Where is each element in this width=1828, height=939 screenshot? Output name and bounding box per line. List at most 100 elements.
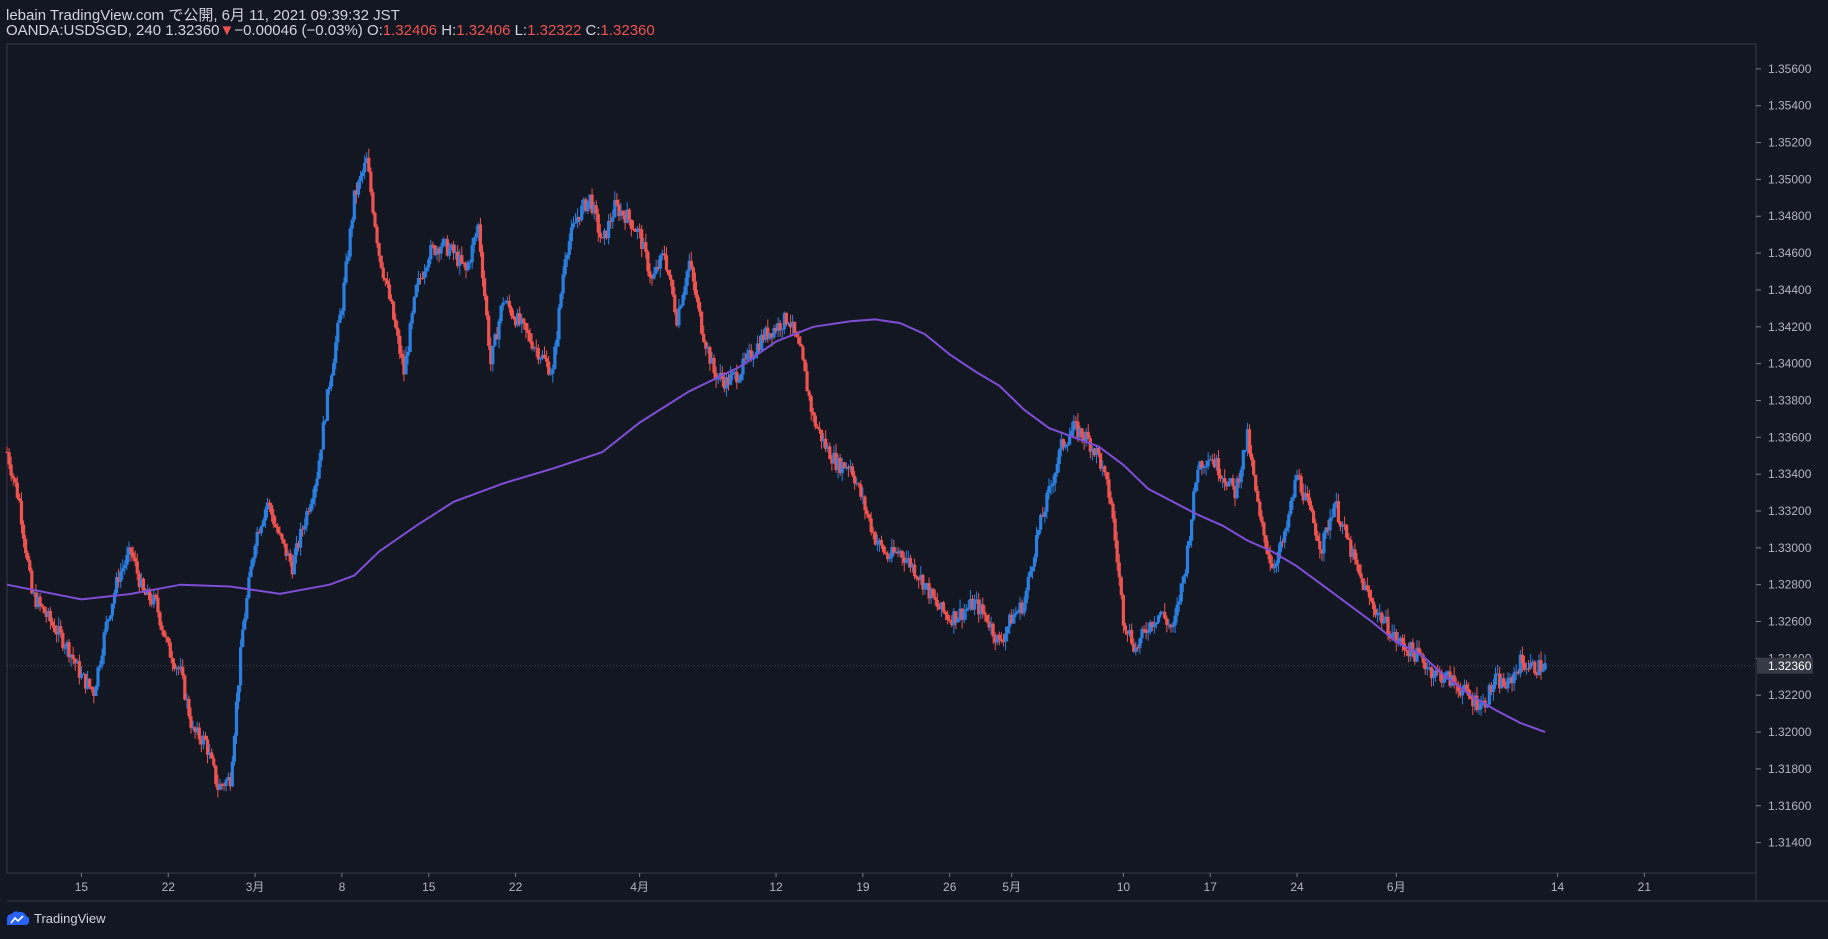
candle-body: [526, 330, 530, 334]
candle-body: [983, 612, 987, 615]
candle-body: [143, 590, 148, 595]
price-tick-label: 1.35200: [1768, 136, 1812, 150]
candle-body: [135, 561, 139, 574]
candle-body: [867, 514, 871, 519]
candle-body: [232, 735, 237, 762]
candle-body: [160, 625, 164, 631]
candle-body: [1179, 583, 1183, 602]
symbol-name[interactable]: OANDA:USDSGD: [6, 22, 128, 39]
candle-body: [948, 619, 952, 622]
candle-body: [879, 540, 884, 546]
candle-body: [55, 632, 59, 635]
candle-body: [210, 752, 214, 759]
candle-body: [538, 358, 542, 360]
candle-body: [1365, 585, 1369, 591]
candle-body: [1084, 431, 1088, 441]
candle-body: [214, 765, 218, 784]
candle-body: [497, 321, 501, 340]
candle-body: [863, 496, 867, 511]
time-tick-label: 21: [1638, 880, 1652, 894]
time-tick-label: 26: [943, 880, 957, 894]
candle-body: [507, 300, 511, 308]
candle-body: [1473, 695, 1477, 707]
candle-body: [1314, 523, 1318, 536]
candle-body: [303, 525, 307, 530]
price-tick-label: 1.31400: [1768, 836, 1812, 850]
candle-body: [1303, 493, 1307, 501]
candle-body: [822, 438, 826, 442]
candle-body: [1053, 473, 1057, 484]
candle-body: [987, 621, 991, 628]
candle-body: [925, 583, 929, 585]
candle-body: [1173, 615, 1177, 626]
candle-body: [1376, 613, 1380, 616]
candle-body: [1130, 630, 1134, 644]
candle-body: [917, 578, 921, 580]
price-axis[interactable]: 1.35600 1.35400 1.35200 1.35000 1.34800 1.346…: [1756, 62, 1813, 850]
candle-body: [1154, 622, 1159, 625]
candle-body: [404, 355, 408, 375]
candle-body: [352, 190, 356, 220]
candle-body: [1442, 679, 1446, 683]
tradingview-branding[interactable]: TradingView: [4, 910, 106, 926]
candle-body: [780, 329, 784, 331]
candle-body: [604, 230, 609, 239]
candle-body: [853, 475, 857, 484]
price-tick-label: 1.33200: [1768, 504, 1812, 518]
high-label: H:: [441, 22, 457, 39]
candle-body: [1136, 647, 1140, 649]
candle-body: [1433, 670, 1438, 677]
candle-body: [764, 327, 768, 340]
candle-body: [1289, 500, 1293, 515]
candle-body: [1504, 686, 1508, 689]
candle-body: [274, 524, 278, 528]
candle-body: [1121, 595, 1125, 626]
candle-body: [1254, 474, 1258, 491]
candle-body: [1177, 601, 1181, 605]
candle-body: [470, 245, 474, 263]
candle-body: [365, 157, 369, 163]
candle-body: [685, 271, 689, 286]
candle-body: [1252, 459, 1256, 475]
candle-body: [766, 327, 770, 339]
candle-body: [559, 293, 563, 308]
candle-body: [846, 467, 851, 469]
candle-body: [499, 305, 503, 322]
last-price-badge: [1757, 657, 1813, 674]
candle-body: [803, 359, 807, 372]
change-down-arrow-icon: ▼: [219, 22, 235, 39]
candle-body: [979, 604, 983, 615]
candle-body: [1030, 566, 1035, 572]
candle-body: [1529, 663, 1533, 669]
candle-body: [220, 783, 224, 785]
candle-body: [284, 543, 288, 557]
candle-body: [569, 227, 573, 242]
candle-body: [367, 157, 371, 172]
candle-body: [669, 274, 673, 280]
candle-body: [1057, 449, 1061, 465]
candle-body: [261, 520, 265, 527]
candle-body: [910, 564, 915, 568]
candle-body: [451, 244, 456, 253]
price-tick-label: 1.34800: [1768, 209, 1812, 223]
time-tick-label: 15: [422, 880, 436, 894]
candle-body: [1260, 516, 1264, 523]
time-axis[interactable]: 15 22 3月 8 15 22 4月 12 19 26 5月 10 17 24 6月 14 21: [75, 873, 1652, 894]
candle-body: [21, 524, 26, 539]
candle-body: [571, 223, 576, 228]
candle-body: [722, 379, 726, 389]
candle-body: [960, 608, 964, 620]
candle-body: [435, 248, 439, 255]
candle-body: [243, 618, 247, 630]
interval[interactable]: 240: [136, 22, 162, 39]
candle-body: [1500, 678, 1504, 689]
candle-body: [259, 526, 263, 534]
candle-body: [1374, 608, 1378, 616]
candle-body: [123, 564, 127, 569]
candle-body: [757, 343, 762, 351]
candle-body: [425, 267, 429, 272]
candle-body: [1198, 461, 1202, 470]
candle-body: [329, 375, 334, 387]
candle-body: [1227, 481, 1231, 487]
